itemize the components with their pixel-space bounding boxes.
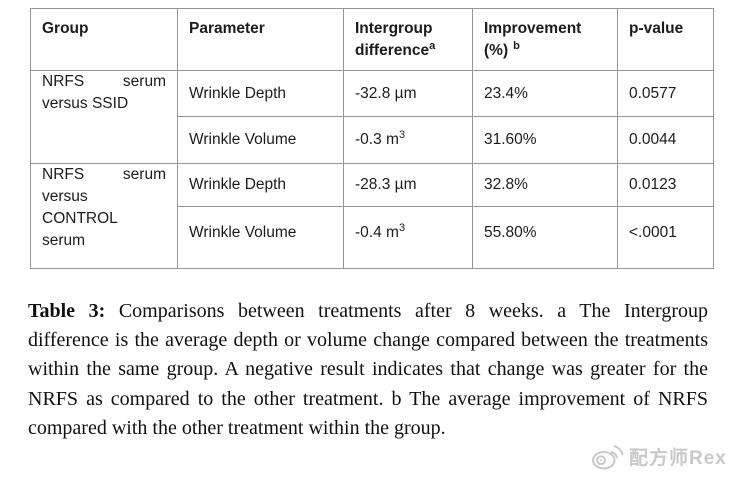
difference-exponent: 3 bbox=[398, 128, 406, 141]
footnote-marker-b: b bbox=[513, 39, 520, 52]
column-header-parameter: Parameter bbox=[177, 8, 344, 71]
column-header-label: Group bbox=[42, 20, 89, 37]
p-value-cell: 0.0577 bbox=[617, 70, 714, 117]
difference-cell: -0.4 m3 bbox=[343, 206, 473, 269]
results-table: Group Parameter Intergroup differencea I… bbox=[30, 8, 714, 269]
parameter-cell: Wrinkle Volume bbox=[177, 206, 344, 269]
column-header-p-value: p-value bbox=[617, 8, 714, 71]
improvement-cell: 55.80% bbox=[472, 206, 618, 269]
p-value-cell: <.0001 bbox=[617, 206, 714, 269]
improvement-cell: 23.4% bbox=[472, 70, 618, 117]
difference-value: -28.3 µm bbox=[355, 176, 417, 193]
footnote-marker-a: a bbox=[429, 39, 436, 52]
group-line: NRFS serum bbox=[42, 166, 166, 183]
group-line: CONTROL bbox=[42, 210, 118, 227]
difference-exponent: 3 bbox=[398, 221, 406, 234]
table-caption: Table 3: Comparisons between treatments … bbox=[28, 297, 708, 443]
p-value-cell: 0.0123 bbox=[617, 163, 714, 207]
parameter-cell: Wrinkle Volume bbox=[177, 116, 344, 164]
p-value-cell: 0.0044 bbox=[617, 116, 714, 164]
group-line: versus SSID bbox=[42, 95, 129, 112]
difference-value: -32.8 µm bbox=[355, 84, 417, 102]
group-cell-nrfs-vs-ssid: NRFS serum versus SSID bbox=[30, 70, 178, 164]
column-header-group: Group bbox=[30, 8, 178, 71]
table-row: Wrinkle Volume -0.4 m3 55.80% <.0001 bbox=[31, 206, 714, 269]
caption-text: Comparisons between treatments after 8 w… bbox=[28, 300, 709, 439]
group-cell-nrfs-vs-control: NRFS serum versus CONTROL serum bbox=[30, 163, 178, 269]
difference-cell: -28.3 µm bbox=[343, 163, 473, 207]
group-line: serum bbox=[42, 232, 86, 249]
improvement-cell: 32.8% bbox=[472, 163, 618, 207]
watermark: 配方师Rex bbox=[591, 442, 727, 470]
difference-cell: -0.3 m3 bbox=[343, 116, 473, 164]
parameter-cell: Wrinkle Depth bbox=[177, 70, 344, 117]
column-header-label: Improvement (%) bbox=[484, 20, 582, 59]
watermark-text: 配方师Rex bbox=[629, 447, 727, 469]
caption-label: Table 3: bbox=[28, 300, 106, 322]
table-header-row: Group Parameter Intergroup differencea I… bbox=[30, 8, 714, 71]
group-line: versus bbox=[42, 188, 88, 205]
table-row: NRFS serum versus CONTROL serum Wrinkle … bbox=[30, 163, 714, 269]
column-header-label: Parameter bbox=[189, 20, 265, 37]
column-header-label: p-value bbox=[629, 20, 684, 37]
improvement-cell: 31.60% bbox=[472, 116, 618, 164]
column-header-improvement: Improvement (%) b bbox=[472, 8, 618, 71]
group-line: NRFS serum bbox=[42, 73, 166, 90]
column-header-label: Intergroup difference bbox=[355, 20, 433, 59]
table-row: Wrinkle Volume -0.3 m3 31.60% 0.0044 bbox=[31, 116, 714, 164]
difference-cell: -32.8 µm bbox=[343, 70, 473, 117]
table-row: NRFS serum versus SSID Wrinkle Depth -32… bbox=[30, 70, 714, 164]
column-header-intergroup-difference: Intergroup differencea bbox=[343, 8, 473, 71]
parameter-cell: Wrinkle Depth bbox=[177, 163, 344, 207]
difference-value: -0.4 m bbox=[355, 223, 399, 241]
difference-value: -0.3 m bbox=[355, 131, 399, 148]
weibo-icon bbox=[591, 442, 625, 470]
